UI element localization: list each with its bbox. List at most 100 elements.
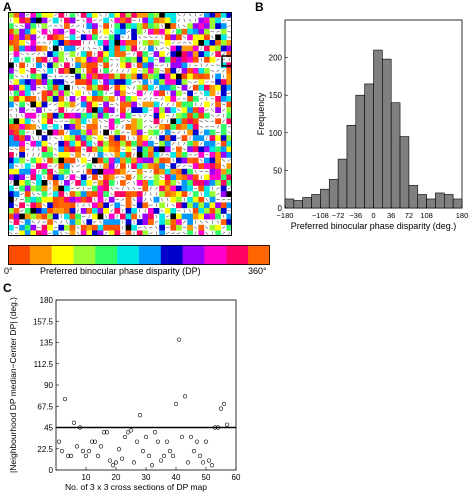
- dp-map-orientation-tick: [160, 41, 164, 44]
- dp-map-orientation-tick: [177, 181, 181, 185]
- dp-map-orientation-tick: [126, 181, 131, 185]
- dp-map-orientation-tick: [227, 92, 232, 94]
- dp-map-cell: [226, 219, 232, 225]
- dp-map-orientation-tick: [126, 92, 131, 94]
- dp-map-cell: [226, 45, 232, 52]
- dp-map-cell: [148, 17, 154, 24]
- dp-map-cell: [136, 28, 143, 35]
- dp-map-cell: [114, 45, 121, 52]
- dp-map-orientation-tick: [155, 214, 158, 219]
- dp-map-orientation-tick: [32, 152, 35, 157]
- dp-map-orientation-tick: [82, 203, 85, 207]
- dp-map-cell: [220, 202, 227, 209]
- dp-map-cell: [204, 84, 210, 91]
- dp-map-cell: [164, 191, 171, 197]
- dp-map-cell: [36, 202, 42, 209]
- dp-map-orientation-tick: [133, 153, 135, 157]
- dp-map-orientation-tick: [37, 86, 41, 89]
- histogram-bar: [408, 185, 419, 209]
- dp-map-orientation-tick: [171, 131, 175, 134]
- histogram-bar: [426, 198, 436, 209]
- dp-map-cell: [52, 112, 59, 119]
- dp-map-cell: [24, 185, 31, 192]
- dp-map-orientation-tick: [121, 69, 124, 73]
- dp-map-cell: [86, 79, 93, 85]
- dp-map-cell: [220, 219, 227, 225]
- dp-map-cell: [8, 118, 14, 125]
- dp-map-orientation-tick: [217, 91, 219, 96]
- dp-map-cell: [192, 45, 199, 52]
- dp-colorbar: [8, 245, 270, 265]
- dp-map-orientation-tick: [71, 181, 74, 185]
- dp-map-cell: [41, 146, 48, 153]
- dp-map-cell: [108, 180, 115, 186]
- dp-map-cell: [52, 213, 59, 220]
- dp-map-orientation-tick: [182, 232, 187, 235]
- dp-map-cell: [120, 191, 126, 197]
- dp-map-orientation-tick: [70, 154, 75, 156]
- dp-map-cell: [24, 28, 31, 35]
- dp-map-cell: [30, 140, 37, 147]
- dp-map-cell: [148, 163, 154, 169]
- dp-map-cell: [125, 124, 132, 130]
- dp-map-cell: [58, 79, 65, 85]
- dp-map-cell: [36, 129, 42, 136]
- dp-map-cell: [226, 213, 232, 220]
- dp-map-cell: [192, 196, 199, 203]
- dp-map-cell: [103, 208, 109, 214]
- dp-map-orientation-tick: [149, 186, 152, 191]
- dp-map-cell: [187, 129, 193, 136]
- dp-map-orientation-tick: [31, 220, 35, 224]
- dp-map-cell: [19, 146, 25, 153]
- dp-map-cell: [142, 157, 149, 164]
- dp-map-orientation-tick: [206, 136, 208, 140]
- dp-map-cell: [170, 56, 177, 63]
- dp-map-cell: [69, 157, 76, 164]
- colorbar-segment: [248, 245, 270, 265]
- dp-map-cell: [204, 180, 210, 186]
- dp-map-orientation-tick: [160, 47, 164, 50]
- dp-map-cell: [120, 107, 126, 113]
- dp-map-cell: [92, 208, 98, 214]
- dp-map-cell: [108, 213, 115, 220]
- dp-map-cell: [114, 28, 121, 35]
- dp-map-cell: [52, 185, 59, 192]
- dp-map-cell: [120, 157, 126, 164]
- dp-map-cell: [41, 196, 48, 203]
- dp-map-cell: [220, 124, 227, 130]
- dp-map-cell: [164, 84, 171, 91]
- dp-map-cell: [164, 135, 171, 141]
- dp-map-cell: [36, 157, 42, 164]
- dp-map-orientation-tick: [32, 91, 34, 96]
- dp-map-cell: [47, 219, 53, 225]
- dp-map-cell: [170, 168, 177, 175]
- dp-map-orientation-tick: [76, 19, 80, 22]
- dp-map-orientation-tick: [205, 63, 209, 67]
- dp-map-orientation-tick: [221, 103, 226, 106]
- dp-map-cell: [170, 191, 177, 197]
- dp-map-orientation-tick: [76, 226, 80, 230]
- dp-map-cell: [142, 40, 149, 46]
- dp-map-cell: [97, 185, 104, 192]
- dp-map-cell: [181, 79, 188, 85]
- dp-map-cell: [215, 213, 221, 220]
- dp-map-cell: [153, 146, 160, 153]
- dp-map-orientation-tick: [76, 52, 80, 56]
- dp-map-cell: [114, 219, 121, 225]
- dp-map-cell: [24, 124, 31, 130]
- dp-map-cell: [226, 101, 232, 108]
- dp-map-cell: [215, 157, 221, 164]
- dp-map-orientation-tick: [171, 41, 175, 45]
- dp-map-orientation-tick: [31, 120, 35, 123]
- dp-map-cell: [170, 163, 177, 169]
- dp-map-cell: [176, 34, 182, 41]
- dp-map-orientation-tick: [93, 164, 97, 168]
- dp-map-cell: [226, 152, 232, 158]
- dp-map-cell: [92, 34, 98, 41]
- dp-map-cell: [103, 45, 109, 52]
- dp-map-orientation-tick: [71, 63, 74, 68]
- scatter-point: [173, 401, 179, 406]
- dp-map-cell: [92, 23, 98, 29]
- x-tick-label: 50: [202, 473, 211, 482]
- dp-map-cell: [192, 202, 199, 209]
